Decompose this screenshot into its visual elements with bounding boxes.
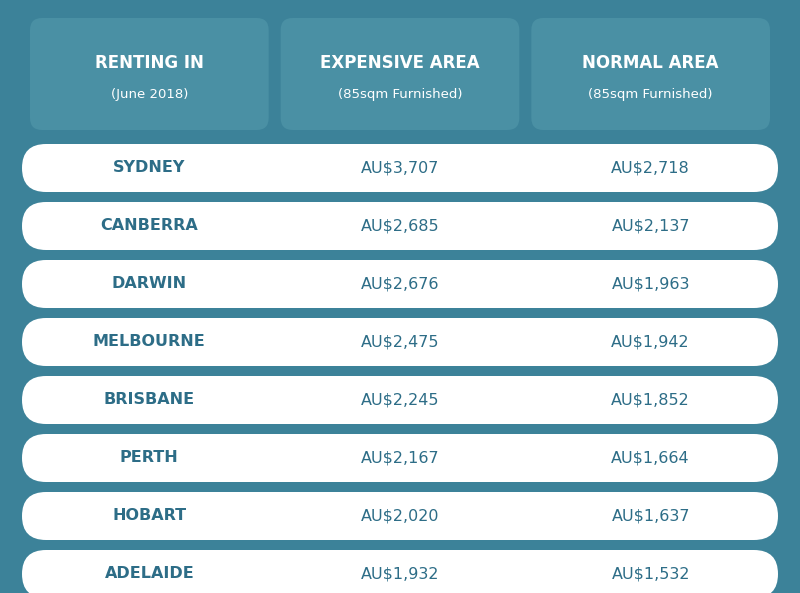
FancyBboxPatch shape bbox=[22, 260, 778, 308]
FancyBboxPatch shape bbox=[22, 550, 778, 593]
Text: CANBERRA: CANBERRA bbox=[101, 218, 198, 234]
Text: AU$1,852: AU$1,852 bbox=[611, 393, 690, 407]
Text: (June 2018): (June 2018) bbox=[110, 88, 188, 101]
Text: AU$2,020: AU$2,020 bbox=[361, 509, 439, 524]
Text: AU$3,707: AU$3,707 bbox=[361, 161, 439, 176]
FancyBboxPatch shape bbox=[22, 318, 778, 366]
Text: AU$1,532: AU$1,532 bbox=[611, 566, 690, 582]
Text: AU$2,167: AU$2,167 bbox=[361, 451, 439, 466]
FancyBboxPatch shape bbox=[22, 202, 778, 250]
Text: HOBART: HOBART bbox=[112, 509, 186, 524]
Text: AU$2,475: AU$2,475 bbox=[361, 334, 439, 349]
Text: (85sqm Furnished): (85sqm Furnished) bbox=[589, 88, 713, 101]
Text: AU$1,664: AU$1,664 bbox=[611, 451, 690, 466]
Text: PERTH: PERTH bbox=[120, 451, 178, 466]
FancyBboxPatch shape bbox=[531, 18, 770, 130]
Text: AU$1,963: AU$1,963 bbox=[611, 276, 690, 292]
Text: AU$1,942: AU$1,942 bbox=[611, 334, 690, 349]
Text: AU$2,718: AU$2,718 bbox=[611, 161, 690, 176]
Text: AU$1,637: AU$1,637 bbox=[611, 509, 690, 524]
Text: MELBOURNE: MELBOURNE bbox=[93, 334, 206, 349]
Text: (85sqm Furnished): (85sqm Furnished) bbox=[338, 88, 462, 101]
FancyBboxPatch shape bbox=[281, 18, 519, 130]
Text: AU$2,676: AU$2,676 bbox=[361, 276, 439, 292]
FancyBboxPatch shape bbox=[22, 376, 778, 424]
FancyBboxPatch shape bbox=[22, 492, 778, 540]
Text: AU$1,932: AU$1,932 bbox=[361, 566, 439, 582]
Text: SYDNEY: SYDNEY bbox=[113, 161, 186, 176]
Text: DARWIN: DARWIN bbox=[112, 276, 187, 292]
Text: NORMAL AREA: NORMAL AREA bbox=[582, 54, 719, 72]
Text: AU$2,685: AU$2,685 bbox=[361, 218, 439, 234]
FancyBboxPatch shape bbox=[30, 18, 269, 130]
Text: EXPENSIVE AREA: EXPENSIVE AREA bbox=[320, 54, 480, 72]
FancyBboxPatch shape bbox=[22, 144, 778, 192]
Text: ADELAIDE: ADELAIDE bbox=[105, 566, 194, 582]
FancyBboxPatch shape bbox=[22, 434, 778, 482]
Text: AU$2,245: AU$2,245 bbox=[361, 393, 439, 407]
Text: BRISBANE: BRISBANE bbox=[104, 393, 195, 407]
Text: AU$2,137: AU$2,137 bbox=[611, 218, 690, 234]
Text: RENTING IN: RENTING IN bbox=[95, 54, 204, 72]
